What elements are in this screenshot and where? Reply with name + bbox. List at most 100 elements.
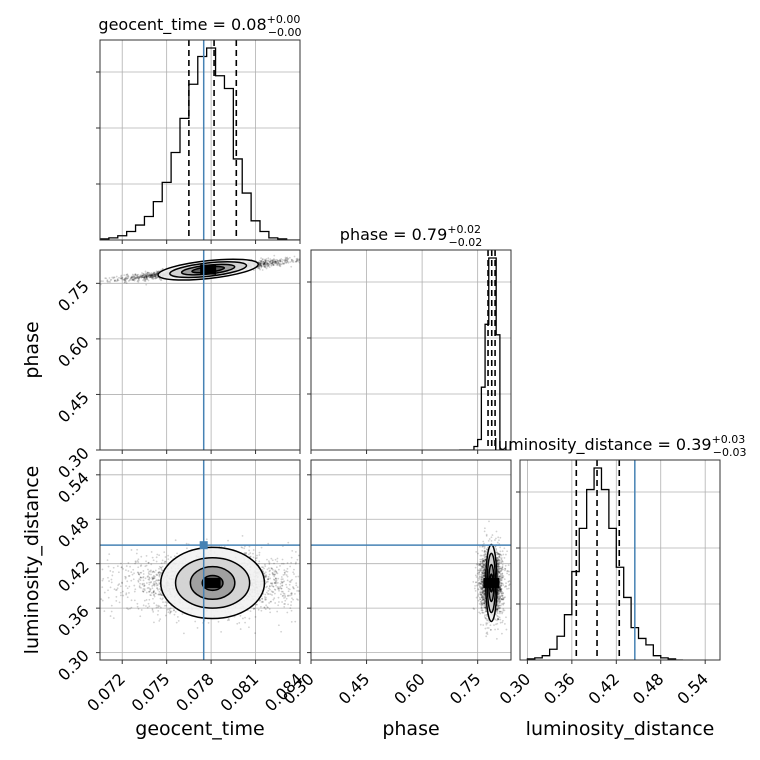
- sample-point: [143, 276, 146, 278]
- sample-point: [177, 619, 180, 622]
- sample-point: [307, 570, 309, 572]
- sample-point: [138, 585, 141, 588]
- sample-point: [277, 577, 280, 580]
- sample-point: [101, 586, 104, 589]
- sample-point: [111, 276, 114, 279]
- sample-point: [115, 275, 118, 278]
- sample-point: [292, 261, 295, 263]
- sample-point: [155, 556, 158, 559]
- sample-point: [127, 277, 130, 279]
- sample-point: [293, 587, 295, 590]
- sample-point: [196, 627, 199, 629]
- hist-bar: [557, 636, 564, 660]
- sample-point: [141, 274, 144, 277]
- sample-point: [143, 276, 146, 279]
- sample-point: [264, 608, 267, 610]
- sample-point: [268, 263, 270, 266]
- sample-point: [156, 272, 158, 275]
- sample-point: [265, 581, 267, 584]
- sample-point: [176, 616, 179, 618]
- sample-point: [159, 571, 161, 574]
- sample-point: [227, 617, 230, 620]
- hist-step: [459, 257, 508, 450]
- sample-point: [295, 260, 298, 263]
- hist-bar: [646, 645, 653, 660]
- sample-point: [318, 259, 320, 261]
- sample-point: [156, 271, 158, 274]
- sample-point: [273, 592, 276, 595]
- sample-point: [150, 272, 153, 274]
- sample-point: [254, 557, 257, 560]
- sample-point: [266, 262, 268, 264]
- sample-point: [152, 274, 155, 277]
- sample-point: [155, 592, 157, 595]
- sample-point: [133, 279, 136, 282]
- sample-point: [148, 578, 151, 581]
- sample-point: [267, 577, 270, 580]
- sample-point: [121, 277, 123, 280]
- sample-point: [149, 274, 152, 277]
- sample-point: [127, 275, 130, 278]
- sample-point: [158, 567, 160, 570]
- sample-point: [155, 277, 158, 280]
- sample-point: [271, 261, 274, 263]
- sample-point: [281, 258, 284, 261]
- sample-point: [268, 266, 271, 269]
- sample-point: [153, 275, 156, 277]
- sample-point: [126, 275, 129, 278]
- sample-point: [150, 274, 153, 277]
- sample-point: [181, 613, 184, 615]
- sample-point: [140, 571, 143, 574]
- sample-point: [274, 260, 277, 263]
- sample-point: [128, 279, 131, 282]
- sample-point: [149, 273, 151, 276]
- sample-point: [287, 594, 290, 597]
- sample-point: [132, 568, 135, 571]
- sample-point: [174, 539, 177, 542]
- hist-bar: [242, 193, 251, 240]
- sample-point: [264, 259, 266, 262]
- sample-point: [281, 601, 283, 603]
- sample-point: [144, 279, 147, 282]
- sample-point: [110, 278, 113, 281]
- sample-point: [277, 261, 280, 264]
- sample-point: [269, 262, 272, 264]
- hist-bar: [198, 57, 207, 240]
- sample-point: [158, 605, 161, 608]
- sample-point: [283, 571, 286, 574]
- sample-point: [139, 576, 142, 579]
- sample-point: [253, 607, 256, 610]
- sample-point: [157, 574, 159, 576]
- sample-point: [264, 599, 267, 601]
- sample-point: [173, 609, 175, 612]
- sample-point: [136, 276, 139, 279]
- sample-point: [186, 547, 188, 550]
- sample-point: [156, 271, 159, 274]
- sample-point: [158, 278, 161, 280]
- sample-point: [279, 264, 281, 267]
- sample-point: [240, 546, 243, 549]
- sample-point: [272, 259, 275, 262]
- sample-point: [264, 266, 267, 269]
- sample-point: [148, 598, 151, 601]
- sample-point: [277, 587, 280, 590]
- sample-point: [294, 620, 297, 623]
- sample-point: [271, 572, 274, 575]
- sample-point: [284, 260, 287, 263]
- tick-marks: [516, 491, 706, 664]
- sample-point: [154, 274, 157, 277]
- sample-point: [120, 274, 123, 277]
- sample-point: [147, 602, 150, 605]
- sample-point: [161, 267, 164, 270]
- sample-point: [169, 611, 172, 614]
- sample-point: [270, 263, 273, 266]
- sample-point: [143, 276, 145, 279]
- sample-point: [153, 595, 156, 598]
- sample-point: [107, 576, 109, 579]
- sample-point: [138, 276, 141, 278]
- sample-point: [258, 267, 261, 270]
- sample-point: [266, 262, 269, 265]
- sample-point: [101, 599, 104, 602]
- sample-point: [259, 268, 261, 271]
- sample-point: [145, 276, 148, 278]
